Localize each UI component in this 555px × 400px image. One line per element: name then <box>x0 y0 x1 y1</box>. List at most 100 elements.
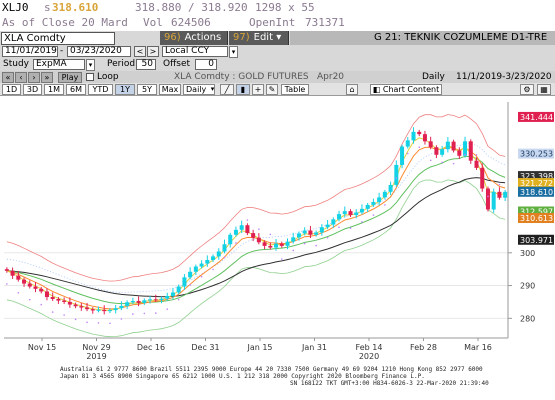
sar-dot <box>280 258 283 260</box>
line-chart-icon[interactable]: ╱ <box>220 84 234 95</box>
fast-forward-button[interactable]: » <box>41 72 53 83</box>
candle-body <box>10 270 15 276</box>
period-3d[interactable]: 3D <box>23 84 42 95</box>
value-label-box <box>518 206 554 217</box>
candle-body <box>354 212 359 216</box>
vol-value: 624506 <box>171 16 211 29</box>
prev-range-button[interactable]: < <box>134 46 146 57</box>
playback-bar: « ‹ › » Play Loop XLA Comdty : GOLD FUTU… <box>0 71 555 83</box>
end-date-field[interactable]: 03/23/2020 <box>67 46 131 57</box>
chart-content-icon: ◧ <box>372 85 383 94</box>
candle-body <box>136 300 141 303</box>
zoom-icon[interactable]: + <box>252 84 264 95</box>
sar-dot <box>269 233 272 236</box>
forward-button[interactable]: › <box>28 72 40 83</box>
candle-body <box>182 277 187 287</box>
last-price: 318.610 <box>52 1 99 14</box>
currency-select[interactable]: Local CCY <box>162 46 228 57</box>
chevron-down-icon[interactable]: ▾ <box>229 46 238 58</box>
period-input[interactable]: 50 <box>136 59 156 70</box>
brush-icon[interactable]: ⌂ <box>346 84 358 95</box>
offset-input[interactable]: 0 <box>195 59 217 70</box>
candle-body <box>4 269 9 271</box>
candle-body <box>27 283 32 287</box>
value-label-box <box>518 234 554 245</box>
candle-body <box>274 243 279 248</box>
moving-averages <box>6 137 506 311</box>
candle-body <box>485 188 490 210</box>
sar-dot <box>384 204 386 206</box>
period-1d[interactable]: 1D <box>2 84 21 95</box>
sar-dot <box>120 318 123 320</box>
sar-dot <box>475 153 478 156</box>
candle-body <box>79 306 84 308</box>
period-6m[interactable]: 6M <box>66 84 86 95</box>
candle-body <box>463 141 468 156</box>
candle-body <box>44 291 49 298</box>
candle-body <box>125 302 130 306</box>
period-1m[interactable]: 1M <box>44 84 64 95</box>
settings-icon[interactable]: ⚙ <box>520 84 534 95</box>
candle-body <box>165 296 170 299</box>
sar-dot <box>74 318 77 321</box>
period-ytd[interactable]: YTD <box>88 84 113 95</box>
value-label-box <box>518 148 554 159</box>
grid-icon[interactable]: ▦ <box>537 84 551 95</box>
chart-content-button[interactable]: ◧ Chart Content <box>370 84 442 95</box>
value-label-text: 312.597 <box>520 207 553 216</box>
sar-dot <box>361 221 363 223</box>
candle-chart-icon[interactable]: ▮ <box>236 84 250 95</box>
frequency-select[interactable]: Daily <box>183 84 215 95</box>
candle-body <box>62 300 67 302</box>
value-label-box <box>518 186 554 197</box>
sar-dot <box>143 312 146 315</box>
candle-body <box>365 204 370 209</box>
ema-50-line <box>6 177 506 298</box>
candle-body <box>130 300 135 303</box>
period-bar: 1D 3D 1M 6M YTD 1Y 5Y Max Daily ▾ ╱ ▮ + … <box>0 83 555 96</box>
candle-body <box>102 309 107 312</box>
rewind-button[interactable]: « <box>2 72 14 83</box>
y-tick-label: 290 <box>520 282 535 291</box>
chevron-down-icon[interactable]: ▾ <box>210 85 215 93</box>
play-button[interactable]: Play <box>58 72 82 83</box>
candle-body <box>497 191 502 198</box>
period-5y[interactable]: 5Y <box>137 84 157 95</box>
candle-body <box>296 233 301 238</box>
back-button[interactable]: ‹ <box>15 72 27 83</box>
annotate-icon[interactable]: ✎ <box>266 84 278 95</box>
candle-body <box>199 263 204 267</box>
sar-dot <box>189 284 191 286</box>
sar-dot <box>315 244 317 247</box>
sar-dot <box>97 322 100 324</box>
candle-body <box>233 229 238 235</box>
period-max[interactable]: Max <box>159 84 181 95</box>
next-range-button[interactable]: > <box>147 46 159 57</box>
contract-label: Apr20 <box>317 72 345 82</box>
start-date-field[interactable]: 11/01/2019 <box>2 46 58 57</box>
offset-label: Offset <box>163 59 191 69</box>
actions-menu[interactable]: 96)Actions ▾ <box>160 31 228 57</box>
candle-body <box>176 286 181 293</box>
candle-body <box>468 141 473 161</box>
candle-body <box>188 271 193 278</box>
candle-body <box>16 275 21 280</box>
table-button[interactable]: Table <box>281 84 309 95</box>
chevron-down-icon[interactable]: ▾ <box>86 59 95 71</box>
study-select[interactable]: ExpMA <box>33 59 85 70</box>
sar-dot <box>246 219 249 221</box>
security-name: XLA Comdty : GOLD FUTURES <box>174 72 309 82</box>
edit-menu[interactable]: 97) Edit ▾ <box>229 31 289 45</box>
sar-dot <box>498 183 501 186</box>
footer: Australia 61 2 9777 8600 Brazil 5511 239… <box>0 362 555 400</box>
candle-body <box>417 131 422 135</box>
period-1y[interactable]: 1Y <box>115 84 135 95</box>
sar-dot <box>395 177 398 179</box>
chart-background <box>0 96 555 361</box>
ticker-field[interactable]: XLA Comdty <box>1 32 115 45</box>
loop-checkbox[interactable] <box>86 73 94 81</box>
candle-body <box>159 298 164 300</box>
x-tick-label: Nov 15 <box>28 343 56 352</box>
value-label-box <box>518 171 554 182</box>
